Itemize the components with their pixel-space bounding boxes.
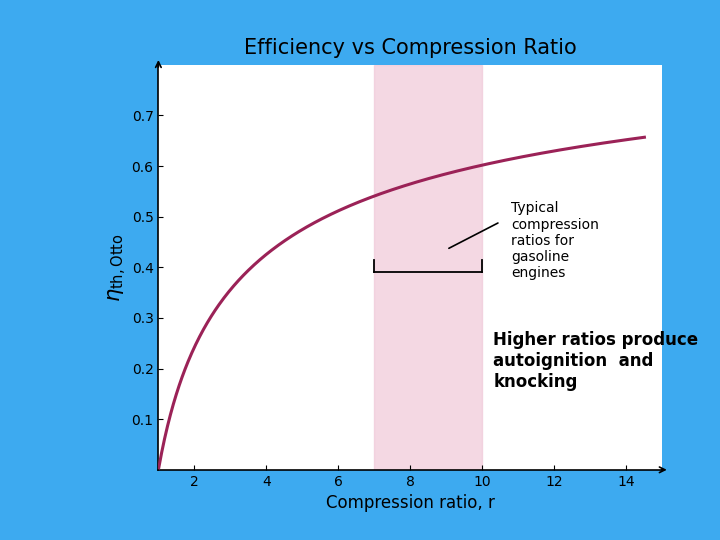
- Text: Higher ratios produce
autoignition  and
knocking: Higher ratios produce autoignition and k…: [493, 331, 698, 391]
- Y-axis label: $\eta_{\mathrm{th,Otto}}$: $\eta_{\mathrm{th,Otto}}$: [107, 233, 129, 302]
- Bar: [374, 65, 482, 470]
- X-axis label: Compression ratio, r: Compression ratio, r: [326, 494, 495, 512]
- Title: Efficiency vs Compression Ratio: Efficiency vs Compression Ratio: [244, 38, 577, 58]
- Text: Typical
compression
ratios for
gasoline
engines: Typical compression ratios for gasoline …: [511, 201, 599, 280]
